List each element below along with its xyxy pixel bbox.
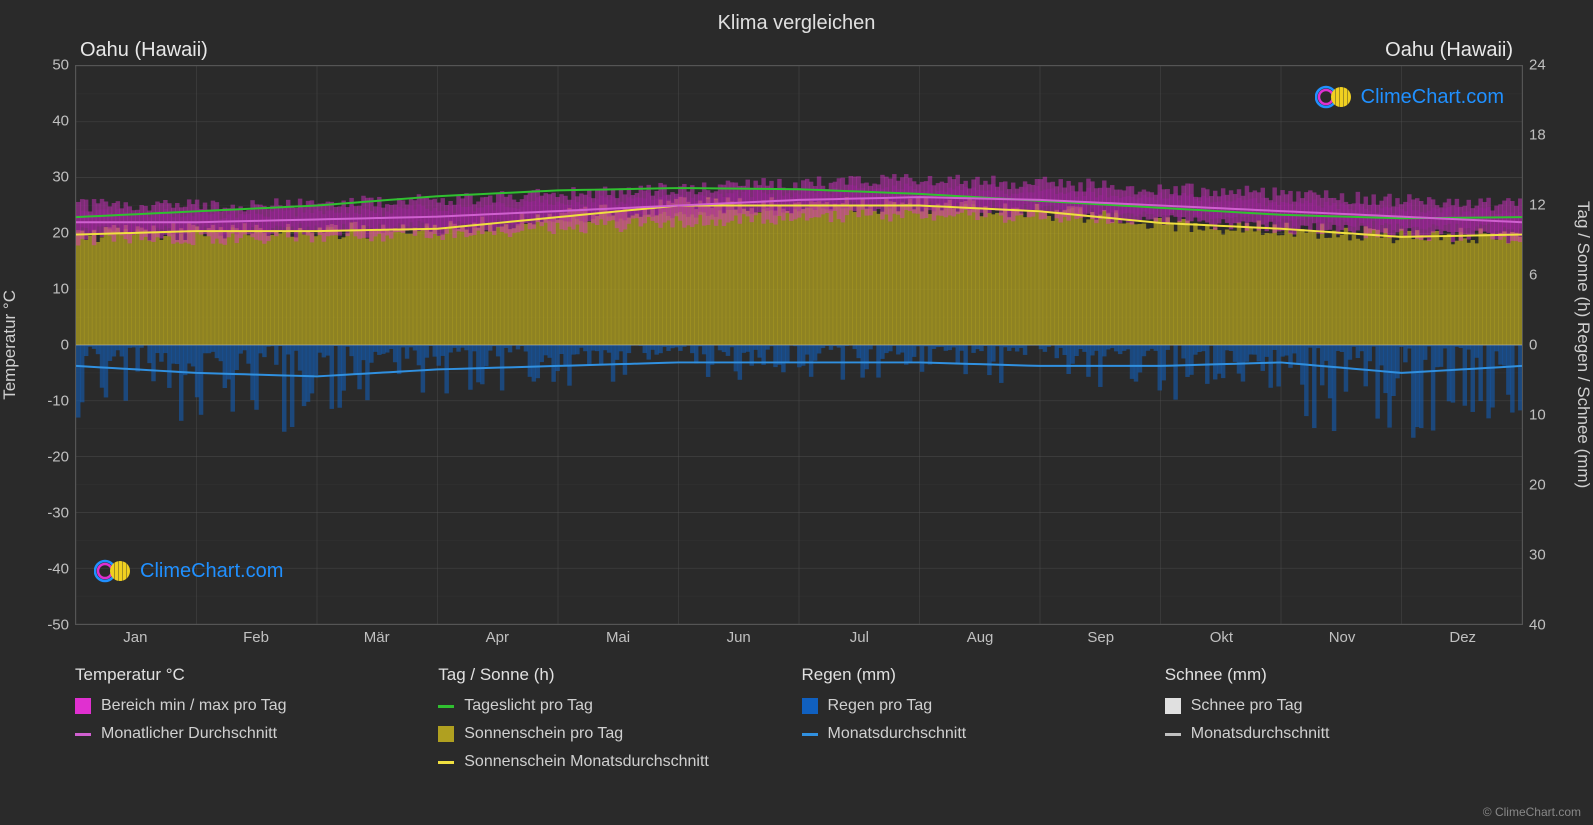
legend-label: Schnee pro Tag (1191, 697, 1303, 715)
y-left-tick: 30 (30, 169, 75, 186)
month-label: Feb (196, 625, 317, 646)
chart-row: Temperatur °C 50403020100-10-20-30-40-50… (0, 65, 1593, 625)
x-axis-months: JanFebMärAprMaiJunJulAugSepOktNovDez (75, 625, 1523, 653)
y-axis-left-ticks: 50403020100-10-20-30-40-50 (30, 65, 75, 625)
y-axis-right-ticks: 2418126010203040 (1523, 65, 1563, 625)
y-left-tick: -40 (30, 561, 75, 578)
legend-heading: Regen (mm) (802, 665, 1155, 685)
legend-label: Monatsdurchschnitt (828, 725, 967, 743)
chart-title: Klima vergleichen (0, 0, 1593, 35)
y-axis-left-text: Temperatur °C (0, 290, 30, 400)
y-right-tick-hours: 12 (1523, 197, 1563, 214)
legend-swatch (802, 733, 818, 736)
legend-item: Regen pro Tag (802, 697, 1155, 715)
plot-svg (76, 66, 1522, 624)
legend-swatch (1165, 733, 1181, 736)
plot-area: ClimeChart.com ClimeChart.com (75, 65, 1523, 625)
y-left-tick: 0 (30, 337, 75, 354)
legend-heading: Schnee (mm) (1165, 665, 1518, 685)
y-right-tick-hours: 6 (1523, 267, 1563, 284)
y-right-tick-hours: 18 (1523, 127, 1563, 144)
y-left-tick: 50 (30, 57, 75, 74)
y-axis-left-label: Temperatur °C (0, 65, 30, 625)
legend-swatch (438, 726, 454, 742)
y-axis-right-labels: Tag / Sonne (h) Regen / Schnee (mm) (1563, 65, 1593, 625)
legend-item: Monatsdurchschnitt (1165, 725, 1518, 743)
month-label: Mär (316, 625, 437, 646)
y-right-tick-hours: 0 (1523, 337, 1563, 354)
y-right-tick-mm: 40 (1523, 617, 1563, 634)
legend-item: Monatlicher Durchschnitt (75, 725, 428, 743)
month-label: Jun (678, 625, 799, 646)
month-label: Mai (558, 625, 679, 646)
legend-label: Sonnenschein pro Tag (464, 725, 623, 743)
month-label: Jan (75, 625, 196, 646)
legend-swatch (1165, 698, 1181, 714)
legend: Temperatur °C Bereich min / max pro Tag Mo… (75, 665, 1518, 781)
legend-label: Monatsdurchschnitt (1191, 725, 1330, 743)
y-left-tick: -20 (30, 449, 75, 466)
legend-heading: Temperatur °C (75, 665, 428, 685)
y-left-tick: 20 (30, 225, 75, 242)
legend-item: Bereich min / max pro Tag (75, 697, 428, 715)
month-label: Dez (1402, 625, 1523, 646)
legend-swatch (802, 698, 818, 714)
y-left-tick: -10 (30, 393, 75, 410)
legend-column: Temperatur °C Bereich min / max pro Tag Mo… (75, 665, 428, 781)
legend-label: Bereich min / max pro Tag (101, 697, 287, 715)
legend-swatch (75, 733, 91, 736)
y-axis-right-text: Tag / Sonne (h) Regen / Schnee (mm) (1563, 201, 1593, 488)
y-right-tick-mm: 30 (1523, 547, 1563, 564)
month-label: Jul (799, 625, 920, 646)
legend-swatch (75, 698, 91, 714)
legend-column: Schnee (mm) Schnee pro Tag Monatsdurchschn… (1165, 665, 1518, 781)
y-right-tick-hours: 24 (1523, 57, 1563, 74)
legend-label: Sonnenschein Monatsdurchschnitt (464, 753, 709, 771)
y-left-tick: -50 (30, 617, 75, 634)
legend-swatch (438, 761, 454, 764)
location-left: Oahu (Hawaii) (80, 39, 208, 62)
legend-label: Tageslicht pro Tag (464, 697, 593, 715)
legend-item: Sonnenschein Monatsdurchschnitt (438, 753, 791, 771)
legend-column: Regen (mm) Regen pro Tag Monatsdurchschnit… (802, 665, 1155, 781)
legend-item: Tageslicht pro Tag (438, 697, 791, 715)
month-label: Aug (920, 625, 1041, 646)
y-right-tick-mm: 10 (1523, 407, 1563, 424)
month-label: Sep (1040, 625, 1161, 646)
legend-item: Monatsdurchschnitt (802, 725, 1155, 743)
y-right-tick-mm: 20 (1523, 477, 1563, 494)
legend-column: Tag / Sonne (h) Tageslicht pro Tag Sonnens… (438, 665, 791, 781)
legend-item: Schnee pro Tag (1165, 697, 1518, 715)
locations-row: Oahu (Hawaii) Oahu (Hawaii) (0, 39, 1593, 63)
location-right: Oahu (Hawaii) (1385, 39, 1513, 62)
month-label: Apr (437, 625, 558, 646)
copyright: © ClimeChart.com (1483, 805, 1581, 819)
month-label: Nov (1282, 625, 1403, 646)
legend-label: Regen pro Tag (828, 697, 933, 715)
legend-swatch (438, 705, 454, 708)
y-left-tick: -30 (30, 505, 75, 522)
legend-label: Monatlicher Durchschnitt (101, 725, 277, 743)
y-left-tick: 40 (30, 113, 75, 130)
month-label: Okt (1161, 625, 1282, 646)
legend-heading: Tag / Sonne (h) (438, 665, 791, 685)
y-left-tick: 10 (30, 281, 75, 298)
legend-item: Sonnenschein pro Tag (438, 725, 791, 743)
